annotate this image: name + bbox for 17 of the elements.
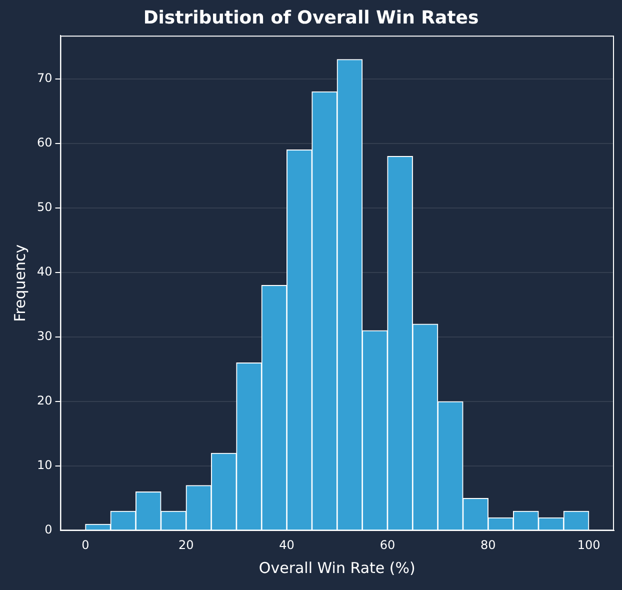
y-tick-label: 60	[36, 136, 52, 150]
y-tick-label: 40	[36, 264, 52, 279]
x-axis-title: Overall Win Rate (%)	[258, 558, 416, 577]
y-tick-label: 70	[36, 70, 52, 85]
x-tick-label: 20	[178, 538, 194, 552]
x-tick-label: 60	[380, 538, 396, 552]
x-tick-label: 80	[480, 538, 496, 552]
y-tick-label: 0	[44, 522, 52, 537]
y-tick-label: 30	[36, 329, 52, 344]
chart-title: Distribution of Overall Win Rates	[143, 7, 479, 28]
y-tick-label: 20	[36, 394, 52, 408]
y-tick-label: 10	[36, 458, 52, 472]
x-tick-label: 0	[82, 538, 90, 552]
x-tick-label: 40	[279, 538, 294, 552]
x-tick-label: 100	[577, 538, 600, 552]
y-axis-title: Frequency	[10, 244, 29, 322]
y-tick-label: 50	[36, 200, 52, 214]
